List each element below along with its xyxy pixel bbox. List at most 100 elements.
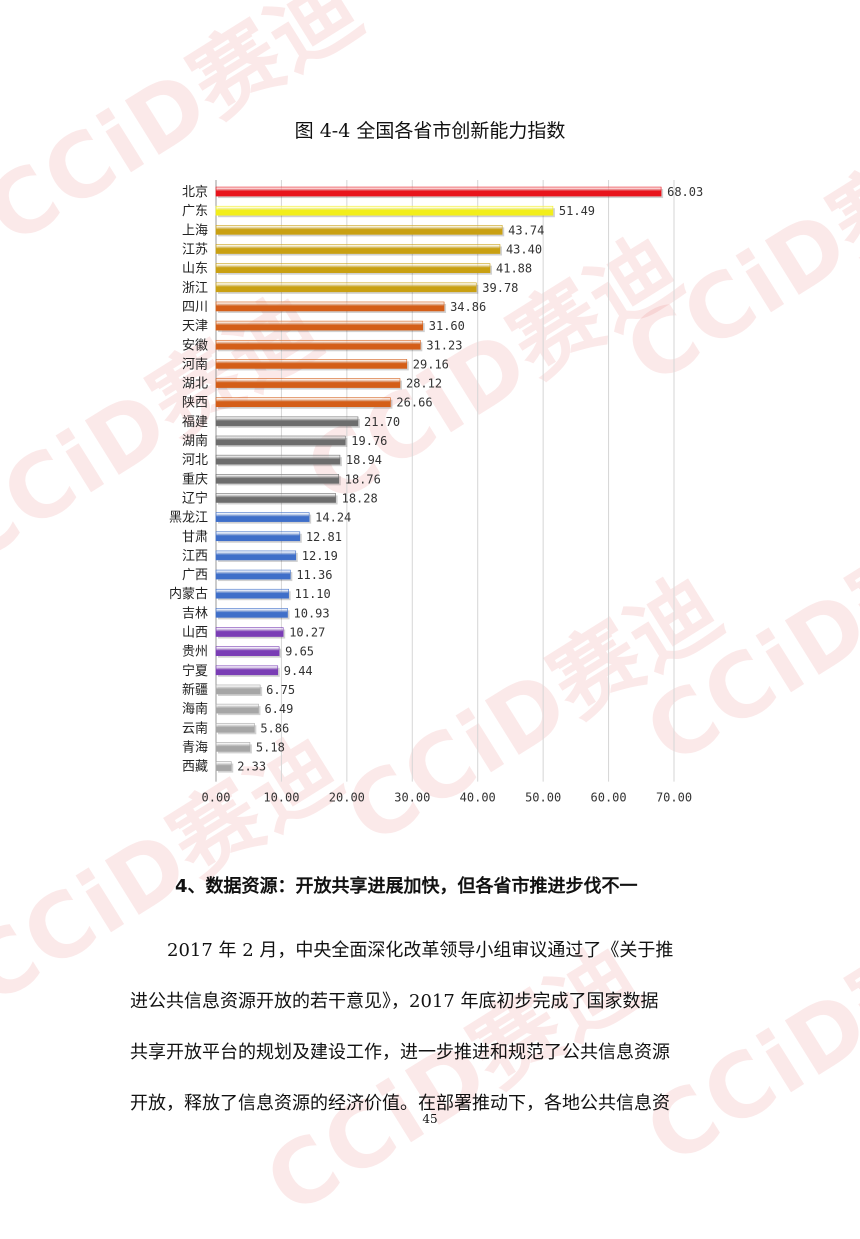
x-tick-label: 60.00: [591, 791, 627, 805]
category-label: 西藏: [182, 760, 208, 775]
bar: [215, 320, 424, 331]
category-label: 四川: [182, 300, 208, 315]
category-label: 安徽: [182, 338, 208, 353]
category-label: 内蒙古: [169, 586, 208, 602]
x-tick-label: 0.00: [202, 791, 231, 805]
bar: [215, 722, 255, 733]
data-label: 26.66: [396, 396, 432, 410]
category-label: 陕西: [182, 396, 208, 411]
category-label: 福建: [182, 415, 208, 430]
data-label: 14.24: [315, 511, 351, 525]
data-label: 28.12: [406, 377, 442, 391]
category-label: 黑龙江: [169, 511, 208, 526]
bar: [215, 512, 310, 522]
bar: [215, 493, 336, 503]
bar: [215, 282, 477, 293]
bar: [215, 205, 554, 216]
bar-chart: 0.00 10.00 20.00 30.00 40.00 50.00 60.00 70.00 北…: [169, 180, 703, 805]
bar: [215, 761, 232, 771]
category-label: 江西: [182, 549, 208, 564]
body-paragraph: 2017 年 2 月，中央全面深化改革领导小组审议通过了《关于推 进公共信息资源…: [130, 925, 730, 1129]
data-label: 21.70: [364, 415, 400, 429]
data-label: 9.44: [284, 664, 313, 678]
bar: [215, 378, 401, 388]
category-label: 河北: [182, 453, 208, 468]
data-label: 31.23: [426, 338, 462, 352]
x-tick-label: 10.00: [263, 791, 299, 805]
bar: [215, 646, 280, 656]
category-label: 湖北: [182, 377, 208, 392]
x-tick-label: 20.00: [329, 791, 365, 805]
bar: [215, 627, 284, 637]
data-label: 2.33: [237, 760, 266, 774]
category-label: 上海: [182, 223, 208, 238]
paragraph-line: 2017 年 2 月，中央全面深化改革领导小组审议通过了《关于推: [167, 940, 674, 961]
bar: [215, 703, 259, 714]
page-number: 45: [422, 1112, 438, 1126]
category-label: 北京: [182, 185, 208, 200]
data-label: 19.76: [351, 434, 387, 448]
data-label: 6.75: [266, 683, 295, 697]
bar: [215, 225, 503, 235]
x-tick-label: 40.00: [460, 791, 496, 805]
bar: [215, 301, 445, 312]
data-label: 5.86: [260, 721, 289, 735]
paragraph-line: 进公共信息资源开放的若干意见》，2017 年底初步完成了国家数据: [130, 991, 659, 1012]
bar: [215, 588, 289, 599]
category-label: 青海: [182, 740, 208, 755]
bar: [215, 244, 501, 254]
category-label: 重庆: [182, 471, 208, 487]
category-label: 山东: [182, 262, 208, 277]
bar: [215, 339, 421, 350]
bar: [215, 474, 340, 484]
category-label: 辽宁: [182, 490, 208, 506]
category-label: 天津: [182, 319, 208, 334]
bar: [215, 608, 288, 618]
bar: [215, 454, 341, 465]
paragraph-line: 开放，释放了信息资源的经济价值。在部署推动下，各地公共信息资: [130, 1093, 670, 1114]
category-label: 广西: [182, 568, 208, 583]
bar: [215, 742, 251, 752]
category-label: 浙江: [182, 281, 208, 296]
section-heading: 4、数据资源：开放共享进展加快，但各省市推进步伐不一: [175, 876, 638, 897]
bar: [215, 263, 491, 273]
category-label: 江苏: [182, 242, 208, 258]
x-tick-label: 50.00: [525, 791, 561, 805]
bar: [215, 397, 391, 408]
category-label: 广东: [182, 204, 208, 219]
data-label: 18.28: [342, 491, 378, 505]
bar: [215, 359, 408, 369]
data-label: 31.60: [429, 319, 465, 333]
category-label: 湖南: [182, 433, 208, 449]
bar: [215, 665, 279, 676]
x-tick-label: 30.00: [394, 791, 430, 805]
data-label: 6.49: [264, 702, 293, 716]
category-label: 山西: [182, 626, 208, 641]
data-label: 9.65: [285, 645, 314, 659]
data-label: 12.81: [306, 530, 342, 544]
bar: [215, 569, 291, 580]
category-label: 河南: [182, 356, 208, 372]
x-tick-label: 70.00: [656, 791, 692, 805]
bar: [215, 550, 297, 561]
data-label: 34.86: [450, 300, 486, 314]
category-label: 海南: [182, 701, 208, 717]
data-label: 41.88: [496, 262, 532, 276]
data-label: 10.27: [289, 626, 325, 640]
category-label: 吉林: [182, 606, 208, 621]
data-label: 5.18: [256, 740, 285, 754]
category-label: 宁夏: [182, 663, 208, 679]
data-label: 68.03: [667, 185, 703, 199]
data-label: 18.76: [345, 472, 381, 486]
data-label: 39.78: [482, 281, 518, 295]
data-label: 43.40: [506, 243, 542, 257]
category-label: 甘肃: [182, 530, 208, 545]
bar: [215, 435, 346, 446]
data-label: 18.94: [346, 453, 382, 467]
category-label: 云南: [182, 720, 208, 736]
data-label: 51.49: [559, 204, 595, 218]
data-label: 29.16: [413, 357, 449, 371]
category-label: 新疆: [182, 682, 208, 698]
bar: [215, 531, 301, 542]
